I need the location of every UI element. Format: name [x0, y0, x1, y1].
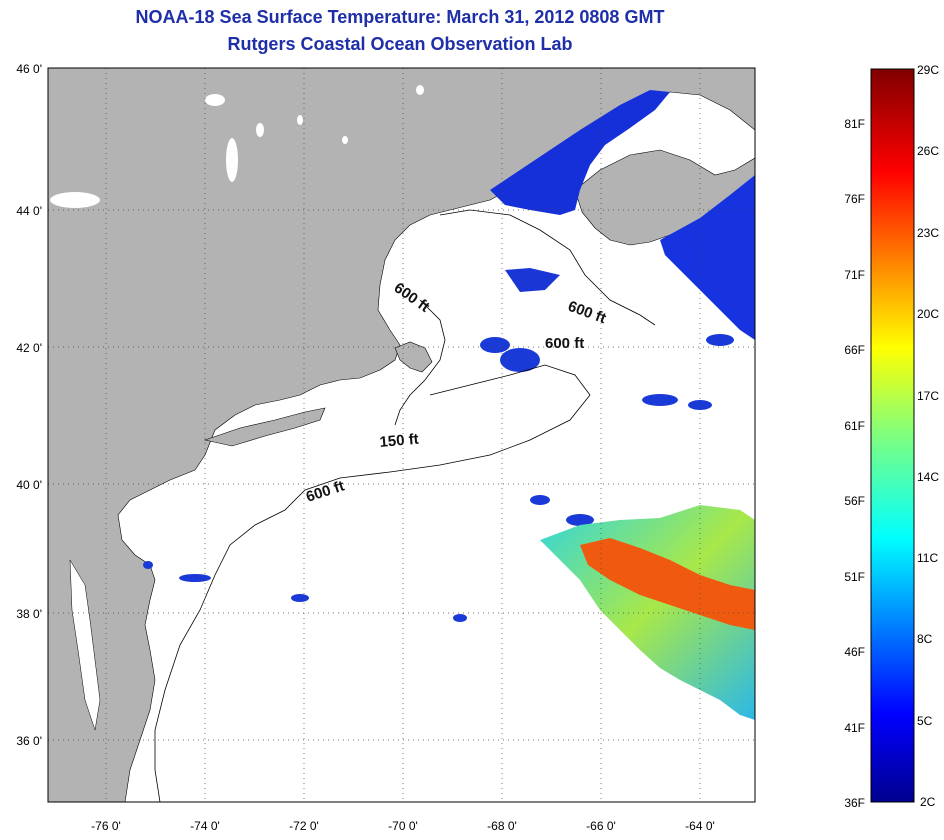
fahrenheit-label: 36F — [844, 796, 865, 810]
celsius-label: 26C — [917, 144, 939, 158]
lon-label: -66 0' — [586, 819, 616, 833]
fahrenheit-label: 66F — [844, 343, 865, 357]
map-frame — [47, 67, 756, 803]
lon-label: -64 0' — [685, 819, 715, 833]
bathymetry-contours — [154, 209, 656, 802]
lon-label: -74 0' — [190, 819, 220, 833]
latitude-labels: 46 0' 44 0' 42 0' 40 0' 38 0' 36 0' — [16, 62, 42, 748]
land-cape-cod — [394, 341, 433, 373]
lat-label: 44 0' — [16, 204, 42, 218]
lon-label: -70 0' — [388, 819, 418, 833]
fahrenheit-label: 71F — [844, 268, 865, 282]
celsius-label: 17C — [917, 389, 939, 403]
celsius-label: 14C — [917, 470, 939, 484]
colorbar-celsius-labels: 29C 26C 23C 20C 17C 14C 11C 8C 5C 2C — [917, 63, 939, 809]
fahrenheit-label: 51F — [844, 570, 865, 584]
celsius-label: 5C — [917, 714, 933, 728]
cold-water-patches — [143, 334, 734, 622]
cold-water-scotian-shelf — [660, 175, 755, 340]
map-panel — [48, 68, 755, 802]
celsius-label: 2C — [920, 795, 936, 809]
lat-label: 38 0' — [16, 607, 42, 621]
gulf-stream-warm-core — [580, 538, 755, 630]
colorbar — [870, 68, 915, 803]
celsius-label: 20C — [917, 307, 939, 321]
land-long-island — [203, 407, 326, 447]
celsius-label: 29C — [917, 63, 939, 77]
fahrenheit-label: 41F — [844, 721, 865, 735]
fahrenheit-label: 81F — [844, 117, 865, 131]
map-title: NOAA-18 Sea Surface Temperature: March 3… — [135, 7, 665, 27]
lat-label: 42 0' — [16, 341, 42, 355]
lon-label: -72 0' — [289, 819, 319, 833]
map-subtitle: Rutgers Coastal Ocean Observation Lab — [227, 34, 573, 54]
colorbar-fahrenheit-labels: 81F 76F 71F 66F 61F 56F 51F 46F 41F 36F — [844, 117, 865, 810]
fahrenheit-label: 56F — [844, 494, 865, 508]
celsius-label: 8C — [917, 632, 933, 646]
cold-water-gulf-of-st-lawrence — [490, 90, 670, 215]
inland-lakes — [50, 85, 424, 208]
celsius-label: 11C — [917, 551, 938, 565]
lat-label: 40 0' — [16, 478, 42, 492]
contour-label: 600 ft — [545, 335, 584, 352]
longitude-labels: -76 0' -74 0' -72 0' -70 0' -68 0' -66 0… — [91, 819, 715, 833]
contour-label: 150 ft — [379, 431, 420, 451]
chesapeake-bay — [69, 559, 101, 731]
celsius-label: 23C — [917, 226, 939, 240]
fahrenheit-label: 46F — [844, 645, 865, 659]
lon-label: -68 0' — [487, 819, 517, 833]
fahrenheit-label: 76F — [844, 192, 865, 206]
lat-label: 36 0' — [16, 734, 42, 748]
lon-label: -76 0' — [91, 819, 121, 833]
colorbar-gradient — [870, 68, 915, 803]
lat-label: 46 0' — [16, 62, 42, 76]
fahrenheit-label: 61F — [844, 419, 865, 433]
cold-water-gulf-of-maine — [505, 268, 560, 292]
